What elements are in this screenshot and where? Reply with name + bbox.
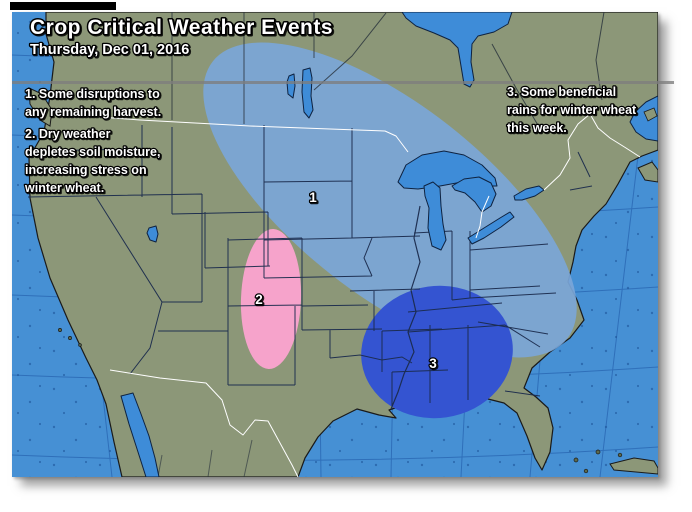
lake-winnipeg bbox=[301, 67, 314, 119]
us-canada-border-west bbox=[59, 113, 409, 153]
region-3-label: 3 bbox=[429, 356, 437, 371]
annotation-2-line-1: 2. Dry weather bbox=[25, 127, 111, 141]
annotation-3-line-2: rains for winter wheat bbox=[507, 103, 637, 117]
annotation-1: 1. Some disruptions to any remaining har… bbox=[24, 86, 163, 121]
nova-scotia bbox=[637, 161, 658, 183]
annotation-3-line-3: this week. bbox=[507, 121, 567, 135]
annotation-3: 3. Some beneficial rains for winter whea… bbox=[506, 84, 639, 137]
prince-edward-island bbox=[643, 107, 658, 122]
canada-province-borders bbox=[171, 12, 605, 133]
hudson-bay bbox=[401, 12, 513, 88]
region-3-beneficial-rain-oval bbox=[361, 285, 513, 419]
great-salt-lake bbox=[146, 225, 159, 243]
bahamas-islets bbox=[58, 328, 623, 474]
annotation-2: 2. Dry weather depletes soil moisture, i… bbox=[23, 126, 162, 197]
annotation-1-line-2: any remaining harvest. bbox=[25, 105, 161, 119]
lake-ontario bbox=[513, 185, 545, 201]
international-borders bbox=[59, 113, 641, 477]
vancouver-island bbox=[28, 87, 53, 127]
annotation-1-line-1: 1. Some disruptions to bbox=[25, 87, 160, 101]
lake-huron bbox=[451, 176, 497, 213]
annotation-2-line-2: depletes soil moisture, bbox=[25, 145, 160, 159]
us-state-borders bbox=[27, 125, 593, 410]
region-2-label: 2 bbox=[255, 292, 263, 307]
map-date: Thursday, Dec 01, 2016 bbox=[30, 42, 189, 58]
top-edge-artifact bbox=[10, 2, 116, 10]
lake-winnipegosis bbox=[286, 73, 296, 99]
scanline-artifact bbox=[12, 81, 674, 84]
map-canvas: 1 2 3 Crop Critical Weather Events Thurs… bbox=[12, 12, 658, 477]
annotation-2-line-4: winter wheat. bbox=[24, 181, 104, 195]
lake-michigan bbox=[423, 181, 447, 251]
cuba-island bbox=[609, 457, 658, 475]
map-text-layer: 1 2 3 Crop Critical Weather Events Thurs… bbox=[23, 15, 639, 373]
us-canada-border-east bbox=[543, 113, 641, 191]
lake-erie bbox=[467, 211, 515, 245]
gulf-of-california bbox=[120, 392, 160, 477]
region-1-label: 1 bbox=[309, 190, 317, 205]
lakes-and-bays bbox=[120, 12, 658, 477]
region-2-dry-weather-oval bbox=[240, 229, 302, 369]
map-title: Crop Critical Weather Events bbox=[30, 16, 333, 39]
gulf-of-st-lawrence bbox=[629, 95, 658, 142]
annotation-2-line-3: increasing stress on bbox=[25, 163, 147, 177]
crop-weather-map: 1 2 3 Crop Critical Weather Events Thurs… bbox=[12, 12, 658, 477]
us-mexico-border bbox=[109, 369, 299, 477]
annotation-3-line-1: 3. Some beneficial bbox=[507, 85, 616, 99]
us-canada-border-detroit bbox=[475, 195, 490, 239]
region-1-harvest-disruption-band bbox=[203, 42, 577, 358]
